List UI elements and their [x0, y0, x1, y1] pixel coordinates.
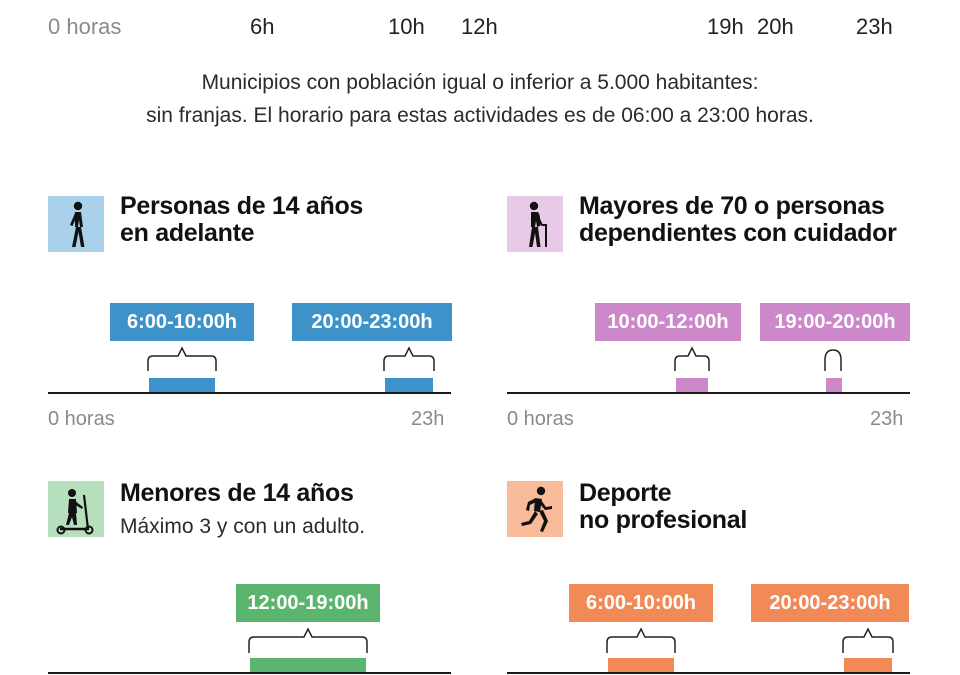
time-slot-bar [844, 658, 892, 673]
slot-bracket [674, 346, 710, 371]
top-axis-label-10h: 10h [388, 14, 425, 39]
top-axis-label-23h: 23h [856, 14, 893, 39]
panel-adults-title-line-1: Personas de 14 años [120, 192, 364, 220]
panel-elderly-title-line-2: dependientes con cuidador [579, 219, 897, 247]
top-axis-label-start: 0 horas [48, 14, 122, 39]
panel-sport-title-line-1: Deporte [579, 479, 672, 507]
slot-badge: 12:00-19:00h [236, 584, 380, 622]
timeline-axis [48, 672, 451, 674]
time-slot-bar [826, 378, 842, 393]
child-scooter-icon [48, 481, 104, 537]
timeline-axis [507, 672, 910, 674]
panel-sport-title: Deporte no profesional [579, 480, 747, 534]
top-axis-label-20h: 20h [757, 14, 794, 39]
slot-badge: 20:00-23:00h [292, 303, 452, 341]
top-axis-label-12h: 12h [461, 14, 498, 39]
slot-badge: 19:00-20:00h [760, 303, 910, 341]
elderly-with-cane-icon [507, 196, 563, 252]
time-slot-bar [250, 658, 366, 673]
time-slot-bar [385, 378, 433, 393]
top-axis-label-6h: 6h [250, 14, 275, 39]
slot-bracket [824, 349, 842, 371]
walking-person-icon [48, 196, 104, 252]
panel-children-subtitle: Máximo 3 y con un adulto. [120, 515, 366, 538]
slot-bracket [147, 346, 217, 371]
slot-bracket [842, 627, 894, 653]
time-slot-bar [149, 378, 215, 393]
axis-end-label: 23h [870, 408, 904, 430]
slot-badge: 10:00-12:00h [595, 303, 741, 341]
axis-end-label: 23h [411, 408, 445, 430]
timeline-axis [48, 392, 451, 394]
timeline-axis [507, 392, 910, 394]
slot-badge: 6:00-10:00h [110, 303, 254, 341]
note-line-2: sin franjas. El horario para estas activ… [146, 104, 814, 127]
panel-adults-title-line-2: en adelante [120, 219, 255, 247]
axis-start-label: 0 horas [507, 408, 574, 430]
panel-adults-title: Personas de 14 años en adelante [120, 193, 363, 247]
running-person-icon [507, 481, 563, 537]
time-slot-bar [608, 658, 674, 673]
slot-bracket [606, 627, 676, 653]
time-slot-bar [676, 378, 708, 393]
small-municipalities-note: Municipios con población igual o inferio… [0, 66, 960, 132]
slot-bracket [383, 346, 435, 371]
top-axis-label-19h: 19h [707, 14, 744, 39]
panel-sport-title-line-2: no profesional [579, 506, 748, 534]
panel-elderly-title-line-1: Mayores de 70 o personas [579, 192, 885, 220]
slot-badge: 20:00-23:00h [751, 584, 909, 622]
slot-badge: 6:00-10:00h [569, 584, 713, 622]
slot-bracket [248, 627, 368, 653]
note-line-1: Municipios con población igual o inferio… [201, 71, 759, 94]
axis-start-label: 0 horas [48, 408, 115, 430]
panel-elderly-title: Mayores de 70 o personas dependientes co… [579, 193, 897, 247]
panel-children-title: Menores de 14 años [120, 479, 354, 507]
